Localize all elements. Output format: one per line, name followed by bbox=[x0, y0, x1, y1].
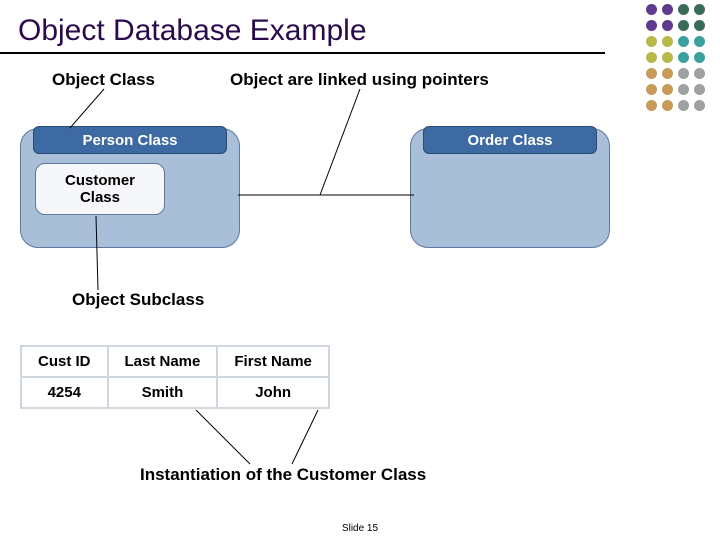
decoration-dot bbox=[694, 68, 705, 79]
decoration-dot bbox=[694, 84, 705, 95]
decoration-dot bbox=[646, 100, 657, 111]
customer-subclass-box: Customer Class bbox=[35, 163, 165, 215]
label-object-class: Object Class bbox=[52, 70, 155, 90]
decoration-dot bbox=[694, 36, 705, 47]
title-underline bbox=[0, 52, 605, 54]
decoration-dot bbox=[694, 52, 705, 63]
th-firstname: First Name bbox=[217, 346, 329, 377]
decoration-dot bbox=[662, 84, 673, 95]
decoration-dot bbox=[694, 100, 705, 111]
corner-dot-grid bbox=[646, 4, 706, 112]
label-instantiation: Instantiation of the Customer Class bbox=[140, 465, 426, 485]
label-linked-pointers: Object are linked using pointers bbox=[230, 70, 489, 90]
decoration-dot bbox=[678, 68, 689, 79]
decoration-dot bbox=[678, 84, 689, 95]
decoration-dot bbox=[678, 100, 689, 111]
td-firstname: John bbox=[217, 377, 329, 408]
customer-instance-table: Cust ID Last Name First Name 4254 Smith … bbox=[20, 345, 330, 409]
order-class-box: Order Class bbox=[410, 128, 610, 248]
person-class-box: Person Class Customer Class bbox=[20, 128, 240, 248]
th-custid: Cust ID bbox=[21, 346, 108, 377]
decoration-dot bbox=[678, 36, 689, 47]
decoration-dot bbox=[662, 36, 673, 47]
th-lastname: Last Name bbox=[108, 346, 218, 377]
decoration-dot bbox=[678, 20, 689, 31]
order-class-header: Order Class bbox=[423, 126, 597, 154]
decoration-dot bbox=[662, 4, 673, 15]
slide-title: Object Database Example bbox=[18, 14, 367, 48]
decoration-dot bbox=[678, 52, 689, 63]
decoration-dot bbox=[694, 4, 705, 15]
person-class-header: Person Class bbox=[33, 126, 227, 154]
decoration-dot bbox=[662, 100, 673, 111]
decoration-dot bbox=[646, 52, 657, 63]
decoration-dot bbox=[662, 68, 673, 79]
slide-footer: Slide 15 bbox=[0, 523, 720, 534]
decoration-dot bbox=[662, 20, 673, 31]
decoration-dot bbox=[646, 84, 657, 95]
td-custid: 4254 bbox=[21, 377, 108, 408]
decoration-dot bbox=[678, 4, 689, 15]
decoration-dot bbox=[646, 4, 657, 15]
decoration-dot bbox=[694, 20, 705, 31]
table-data-row: 4254 Smith John bbox=[21, 377, 329, 408]
label-subclass: Object Subclass bbox=[72, 290, 204, 310]
decoration-dot bbox=[646, 20, 657, 31]
td-lastname: Smith bbox=[108, 377, 218, 408]
decoration-dot bbox=[646, 36, 657, 47]
table-header-row: Cust ID Last Name First Name bbox=[21, 346, 329, 377]
decoration-dot bbox=[662, 52, 673, 63]
decoration-dot bbox=[646, 68, 657, 79]
